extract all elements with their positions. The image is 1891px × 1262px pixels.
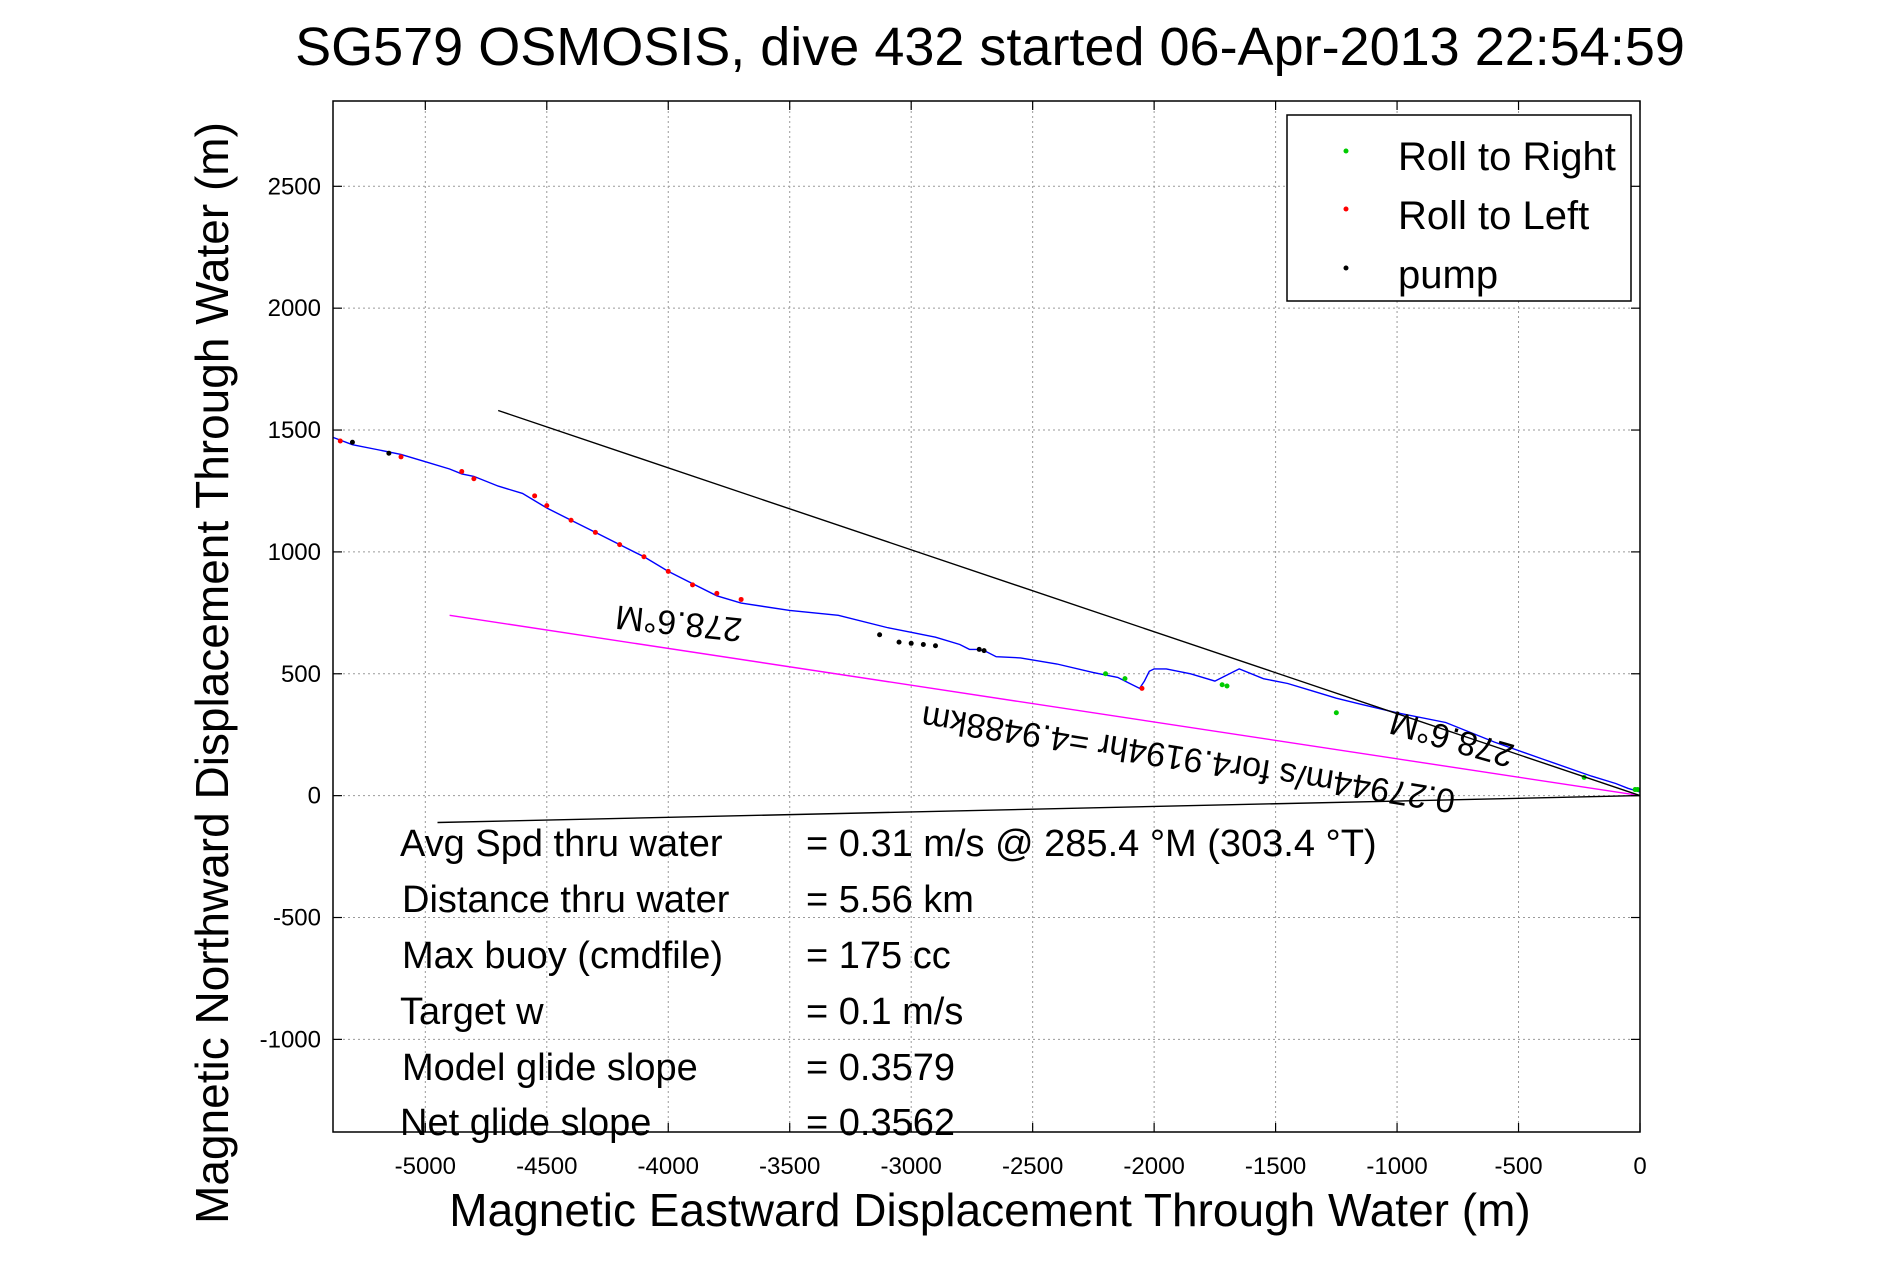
average-speed-line bbox=[449, 614, 1641, 797]
data-point bbox=[981, 648, 987, 654]
stat-label: Target w bbox=[400, 991, 544, 1033]
y-tick-label: 1500 bbox=[268, 417, 321, 444]
x-tick-label: -4500 bbox=[516, 1153, 577, 1180]
data-point bbox=[1333, 710, 1339, 716]
data-point bbox=[544, 503, 550, 509]
legend-label: Roll to Right bbox=[1398, 135, 1616, 179]
y-tick-label: 2500 bbox=[268, 173, 321, 200]
data-point bbox=[471, 476, 477, 482]
y-tick-label: 2000 bbox=[268, 295, 321, 322]
y-axis-label: Magnetic Northward Displacement Through … bbox=[186, 122, 238, 1224]
data-point bbox=[932, 643, 938, 649]
track-line bbox=[332, 436, 1641, 793]
x-axis-label: Magnetic Eastward Displacement Through W… bbox=[449, 1184, 1530, 1236]
data-point bbox=[714, 590, 720, 596]
data-point bbox=[665, 568, 671, 574]
stat-value: = 0.1 m/s bbox=[806, 991, 963, 1033]
legend: Roll to Right Roll to Left pump bbox=[1286, 114, 1632, 302]
legend-label: pump bbox=[1398, 253, 1498, 297]
data-point bbox=[908, 640, 914, 646]
y-tick-label: -500 bbox=[273, 905, 321, 932]
data-point bbox=[976, 646, 982, 652]
data-point bbox=[1103, 671, 1109, 677]
x-tick-label: -3000 bbox=[880, 1153, 941, 1180]
stat-label: Distance thru water bbox=[402, 879, 730, 921]
data-point bbox=[896, 639, 902, 645]
data-point bbox=[386, 450, 392, 456]
stat-value: = 0.3579 bbox=[806, 1047, 955, 1089]
y-tick-label: 500 bbox=[281, 661, 321, 688]
x-tick-label: -2500 bbox=[1002, 1153, 1063, 1180]
x-tick-label: -4000 bbox=[638, 1153, 699, 1180]
y-tick-label: 0 bbox=[308, 783, 321, 810]
data-point bbox=[1122, 676, 1128, 682]
stat-label: Model glide slope bbox=[402, 1047, 698, 1089]
legend-marker-roll-right bbox=[1343, 148, 1349, 154]
y-tick-label: -1000 bbox=[260, 1026, 321, 1053]
x-tick-label: -5000 bbox=[395, 1153, 456, 1180]
x-tick-label: -2000 bbox=[1123, 1153, 1184, 1180]
series-group bbox=[332, 409, 1641, 824]
data-point bbox=[738, 596, 744, 602]
data-point bbox=[337, 438, 343, 444]
data-point bbox=[690, 582, 696, 588]
pump-markers bbox=[349, 439, 987, 654]
data-point bbox=[1224, 683, 1230, 689]
data-point bbox=[592, 529, 598, 535]
x-tick-label: 0 bbox=[1633, 1153, 1646, 1180]
x-tick-label: -1500 bbox=[1245, 1153, 1306, 1180]
data-point bbox=[349, 439, 355, 445]
data-point bbox=[1632, 787, 1638, 793]
data-point bbox=[459, 468, 465, 474]
data-point bbox=[920, 642, 926, 648]
data-point bbox=[641, 554, 647, 560]
heading-line-upper bbox=[497, 409, 1641, 797]
ticks: -5000 -4500 -4000 -3500 -3000 -2500 -2000 -1500… bbox=[260, 101, 1647, 1180]
x-tick-label: -3500 bbox=[759, 1153, 820, 1180]
stat-label: Max buoy (cmdfile) bbox=[402, 935, 723, 977]
data-point bbox=[398, 454, 404, 460]
roll-left-markers bbox=[337, 438, 1145, 691]
stat-value: = 5.56 km bbox=[806, 879, 974, 921]
data-point bbox=[568, 517, 574, 523]
stats-block: Avg Spd thru water = 0.31 m/s @ 285.4 °M… bbox=[400, 823, 1377, 1144]
stat-value: = 175 cc bbox=[806, 935, 951, 977]
y-tick-label: 1000 bbox=[268, 539, 321, 566]
roll-right-markers bbox=[1103, 671, 1641, 793]
data-point bbox=[877, 632, 883, 638]
stat-value: = 0.31 m/s @ 285.4 °M (303.4 °T) bbox=[806, 823, 1377, 865]
data-point bbox=[617, 542, 623, 548]
plot-frame bbox=[332, 100, 1641, 1133]
stat-value: = 0.3562 bbox=[806, 1102, 955, 1144]
x-tick-label: -500 bbox=[1495, 1153, 1543, 1180]
legend-marker-roll-left bbox=[1343, 206, 1349, 212]
stat-label: Net glide slope bbox=[400, 1102, 651, 1144]
legend-marker-pump bbox=[1343, 265, 1349, 271]
heading-line-lower bbox=[437, 794, 1641, 824]
x-tick-label: -1000 bbox=[1366, 1153, 1427, 1180]
legend-label: Roll to Left bbox=[1398, 194, 1589, 238]
chart-title: SG579 OSMOSIS, dive 432 started 06-Apr-2… bbox=[295, 17, 1685, 77]
stat-label: Avg Spd thru water bbox=[400, 823, 723, 865]
data-point bbox=[1219, 682, 1225, 688]
data-point bbox=[532, 493, 538, 499]
data-point bbox=[1139, 685, 1145, 691]
